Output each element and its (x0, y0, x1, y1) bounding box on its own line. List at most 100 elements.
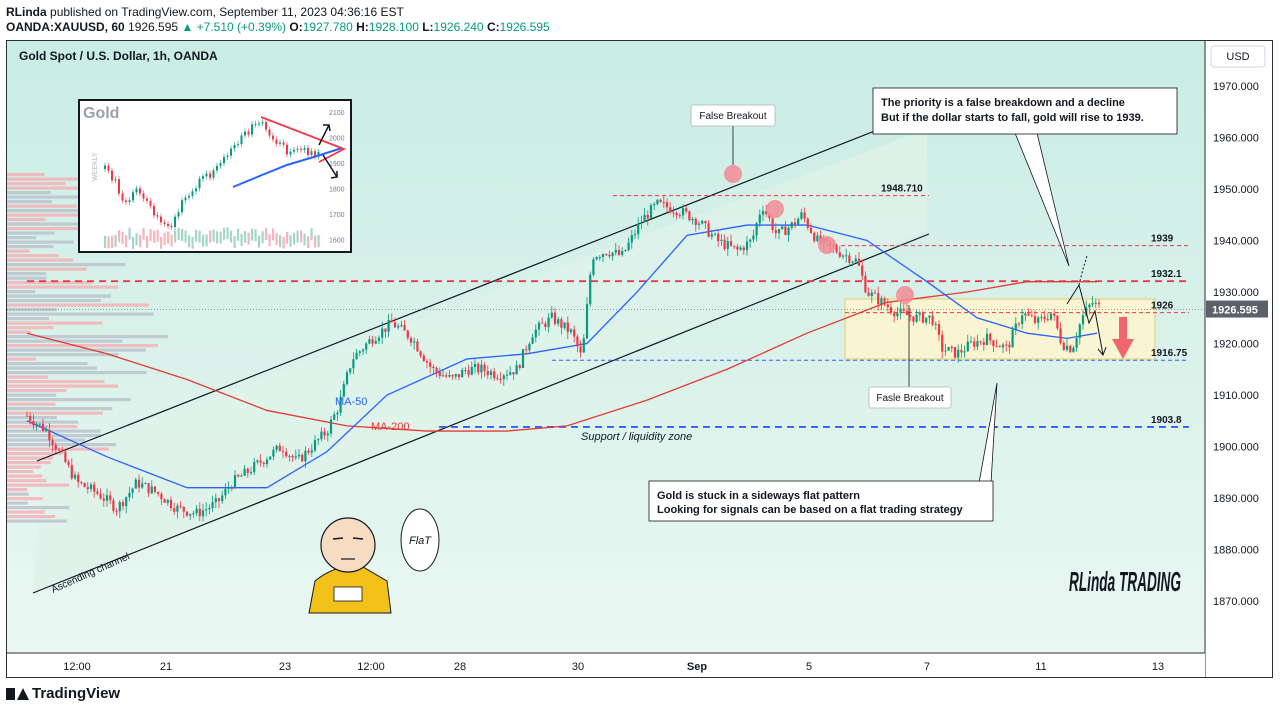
candle-body-89 (310, 450, 313, 453)
candle-body-242 (800, 212, 803, 219)
close-label: C: (486, 20, 500, 34)
candle-body-93 (323, 431, 326, 436)
inset-body-38 (237, 144, 239, 146)
open-label: O: (289, 20, 303, 34)
candle-body-106 (365, 343, 368, 350)
volume-bar-22 (7, 272, 47, 276)
candle-body-122 (416, 341, 419, 352)
time-axis[interactable]: 12:00 21 23 12:00 28 30 Sep 5 7 11 13 (63, 661, 1164, 673)
volume-bar-50 (7, 398, 131, 402)
candle-body-206 (685, 208, 688, 212)
candle-body-149 (502, 375, 505, 380)
currency-button[interactable] (1210, 45, 1266, 68)
inset-body-9 (135, 188, 138, 193)
tradingview-brand[interactable]: TradingView (6, 685, 120, 702)
inset-tick-5: 1600 (329, 238, 345, 245)
volume-bar-42 (7, 362, 88, 366)
high-value: 1928.100 (368, 20, 419, 34)
candle-body-213 (707, 223, 710, 237)
candle-body-175 (585, 304, 589, 339)
candle-body-205 (681, 208, 685, 216)
breakout-marker-1 (724, 165, 742, 183)
price-chart[interactable]: False Breakout Fasle Breakout The priori… (7, 41, 1273, 678)
inset-body-10 (139, 188, 141, 194)
volume-bar-38 (7, 344, 158, 348)
priority-callout-box (872, 87, 1178, 135)
volume-bar-48 (7, 389, 67, 393)
chart-frame[interactable]: False Breakout Fasle Breakout The priori… (6, 40, 1273, 678)
candle-body-54 (198, 508, 201, 517)
inset-vol-38 (237, 228, 240, 241)
candle-body-225 (745, 241, 749, 251)
candle-body-0 (25, 415, 29, 417)
volume-bar-36 (7, 335, 169, 339)
price-change: ▲ +7.510 (+0.39%) (181, 20, 287, 34)
inset-vol-1 (107, 236, 110, 249)
volume-bar-16 (7, 245, 54, 249)
author-name[interactable]: RLinda (6, 5, 47, 19)
candle-body-156 (525, 349, 528, 351)
candle-body-204 (678, 215, 681, 217)
candle-body-240 (793, 222, 797, 225)
alt-projection-path (1078, 255, 1088, 286)
candle-body-201 (669, 207, 672, 213)
candle-body-277 (912, 316, 915, 322)
ma50-label: MA-50 (335, 396, 367, 408)
candle-body-230 (761, 211, 765, 215)
candle-body-278 (915, 314, 918, 322)
candle-body-314 (1030, 315, 1033, 317)
inset-body-51 (282, 142, 285, 145)
price-tick-3: 1940.000 (1213, 236, 1259, 248)
candle-body-19 (86, 487, 89, 490)
inset-body-57 (303, 147, 306, 150)
candle-body-241 (797, 218, 800, 225)
ma200-path (26, 281, 1097, 432)
inset-vol-20 (174, 230, 177, 243)
candle-body-22 (96, 491, 99, 494)
candle-body-85 (297, 454, 301, 457)
candle-body-195 (649, 205, 653, 219)
chart-title: Gold Spot / U.S. Dollar, 1h, OANDA (19, 49, 218, 63)
breakout-marker-3 (818, 236, 836, 254)
candle-body-295 (969, 341, 973, 343)
candle-body-55 (201, 510, 205, 517)
price-axis[interactable]: 1970.000 1960.000 1950.000 1940.000 1930.000… (1213, 81, 1259, 608)
last-price-tag: 1926.595 (7, 300, 1268, 318)
volume-bar-11 (7, 222, 96, 226)
candle-body-299 (982, 342, 985, 345)
inset-body-55 (296, 148, 299, 150)
candle-body-305 (1001, 344, 1005, 348)
candle-body-289 (950, 346, 953, 348)
inset-vol-31 (212, 229, 215, 242)
tradingview-brand-text: TradingView (32, 685, 121, 702)
candle-body-76 (269, 456, 272, 460)
candle-body-56 (205, 509, 208, 511)
volume-bar-14 (7, 236, 37, 240)
candle-body-209 (694, 218, 697, 225)
inset-body-2 (111, 170, 113, 181)
ma200-line (26, 281, 1097, 432)
time-axis-area (7, 653, 1205, 677)
candle-body-119 (406, 330, 409, 338)
candle-body-53 (195, 508, 198, 514)
inset-vol-0 (104, 235, 107, 248)
inset-body-42 (251, 124, 253, 135)
candle-body-101 (349, 368, 352, 373)
volume-bar-1 (7, 177, 79, 181)
level-label-3: 1926 (1151, 301, 1174, 312)
candle-body-237 (784, 226, 787, 236)
last-price: 1926.595 (128, 20, 179, 34)
candle-body-178 (595, 257, 598, 260)
candle-body-157 (528, 343, 531, 351)
candle-body-2 (32, 420, 35, 426)
inset-vol-34 (223, 227, 226, 240)
candle-body-281 (925, 317, 928, 323)
price-tick-8: 1890.000 (1213, 493, 1259, 505)
inset-vol-28 (202, 234, 205, 247)
candle-body-235 (777, 229, 781, 234)
candle-body-179 (598, 257, 601, 259)
ma50-path (26, 224, 1098, 489)
candle-body-24 (102, 498, 105, 501)
breakout-marker-4 (896, 286, 914, 304)
candle-body-214 (710, 234, 713, 237)
